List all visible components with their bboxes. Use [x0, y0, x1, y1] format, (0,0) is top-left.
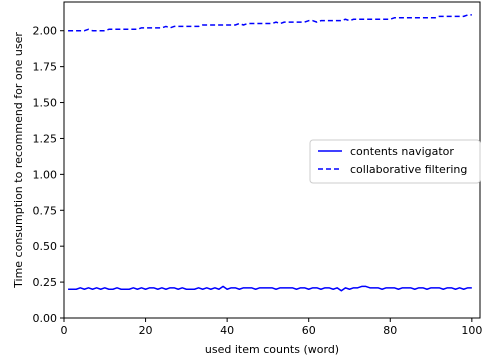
- x-tick-label: 0: [61, 324, 68, 337]
- x-tick-label: 40: [220, 324, 234, 337]
- y-axis-ticks: 0.00 0.25 0.50 0.75 1.00 1.25 1.50 1.75 2.00: [33, 25, 64, 325]
- y-axis-title: Time consumption to recommend for one us…: [12, 32, 25, 289]
- series-layer: [68, 14, 472, 292]
- y-tick-label: 1.50: [33, 97, 58, 110]
- series-line-collaborative-filtering: [68, 14, 472, 32]
- x-tick-label: 60: [302, 324, 316, 337]
- y-tick-label: 0.00: [33, 312, 58, 325]
- legend-label-contents-navigator: contents navigator: [350, 145, 454, 158]
- x-tick-label: 100: [461, 324, 482, 337]
- legend-label-collaborative-filtering: collaborative filtering: [350, 163, 467, 176]
- y-tick-label: 0.50: [33, 240, 58, 253]
- y-tick-label: 0.75: [33, 204, 58, 217]
- legend: contents navigator collaborative filteri…: [309, 139, 481, 184]
- series-line-contents-navigator: [68, 285, 472, 292]
- x-tick-label: 80: [383, 324, 397, 337]
- legend-box: [309, 139, 481, 184]
- y-tick-label: 0.25: [33, 276, 58, 289]
- y-tick-label: 1.25: [33, 132, 58, 145]
- y-tick-label: 2.00: [33, 25, 58, 38]
- x-tick-label: 20: [139, 324, 153, 337]
- y-tick-label: 1.00: [33, 168, 58, 181]
- y-tick-label: 1.75: [33, 61, 58, 74]
- x-axis-title: used item counts (word): [205, 343, 339, 356]
- x-axis-ticks: 0 20 40 60 80 100: [61, 318, 482, 337]
